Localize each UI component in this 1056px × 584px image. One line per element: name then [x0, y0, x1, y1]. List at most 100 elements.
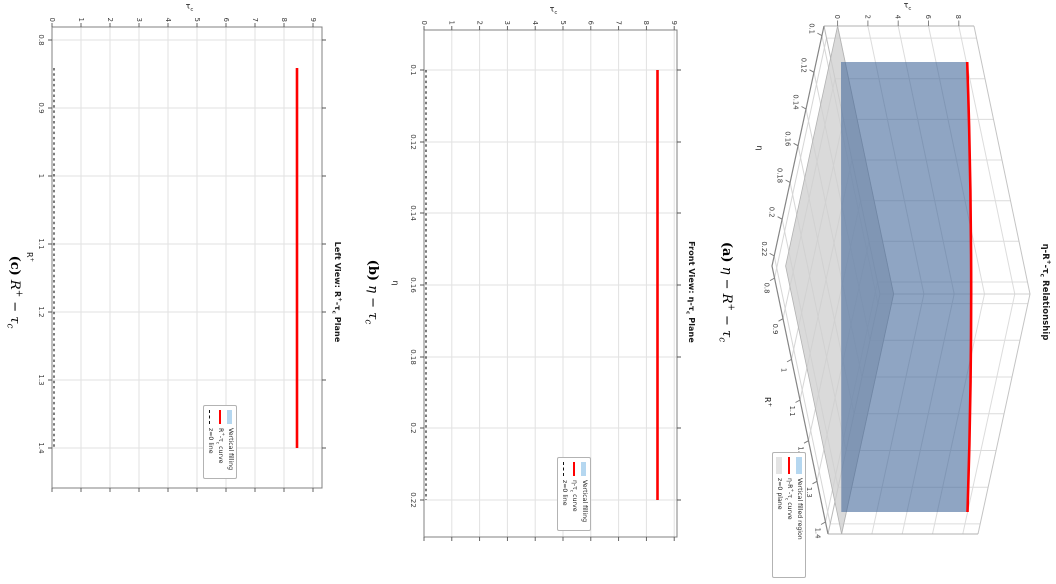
- tau-tick-labels-front: 0 1 2 3 4 5 6 7 8 9: [420, 21, 678, 26]
- legend-item-z0-line: z=0 line: [206, 410, 214, 474]
- tick-label: 1.4: [37, 442, 45, 454]
- legend-item-z0-plane: z=0 plane: [775, 457, 783, 573]
- rplus-axis-label-3d: R+: [763, 396, 773, 408]
- tau-axis-label-front: τc: [549, 4, 558, 17]
- plot-front-view: 0.1 0.12 0.14 0.16 0.18 0.2 0.22 0 1 2 3 4 5 6 7 8 9: [409, 21, 681, 541]
- tick-label: 1.3: [805, 487, 813, 498]
- eta-tick-labels-3d: 0.1 0.12 0.14 0.16 0.18 0.2 0.22: [760, 23, 816, 256]
- tau-tick-labels-3d: 0 2 4 6 8: [833, 15, 962, 19]
- rplus-tick-labels-left: 0.8 0.9 1 1.1 1.2 1.3 1.4: [37, 34, 45, 454]
- tick-label: 1.1: [37, 238, 45, 249]
- tau-axis-label-left: τc: [185, 1, 194, 14]
- tick-label: 6: [924, 15, 932, 19]
- tick-label: 5: [559, 21, 567, 25]
- caption-b: (b) η − τc: [362, 259, 380, 325]
- tick-label: 0.2: [768, 207, 776, 218]
- tick-label: 2: [106, 18, 114, 22]
- tick-label: 0.18: [776, 168, 784, 183]
- grid-left: [52, 27, 322, 488]
- vertical-filled-region: [841, 62, 972, 512]
- tick-label: 1: [37, 174, 45, 178]
- tick-label: 0.8: [763, 283, 771, 294]
- red-line-swatch: [218, 410, 221, 424]
- tick-label: 0.9: [37, 102, 45, 113]
- gray-patch-swatch: [775, 457, 782, 474]
- tick-label: 9: [309, 18, 317, 22]
- caption-c: (c) R+ − τc: [4, 255, 24, 329]
- blue-patch-swatch: [581, 462, 587, 476]
- ticks-front: [420, 26, 681, 541]
- ticks-left: [48, 23, 326, 492]
- legend-item-filled-region: Vertical filled region: [795, 457, 803, 573]
- tick-label: 9: [670, 21, 678, 25]
- legend-3d: Vertical filled region η-R+-τc curve z=0…: [772, 452, 806, 578]
- tick-label: 2: [475, 21, 483, 25]
- legend-left: Vertical filling R+-τc curve z=0 line: [203, 405, 237, 479]
- legend-item-filling: Vertical filling: [226, 410, 234, 474]
- red-line-swatch: [572, 462, 575, 476]
- tick-label: 1.1: [788, 406, 796, 417]
- tick-label: 1: [77, 18, 85, 22]
- tick-label: 0.1: [808, 23, 816, 34]
- tick-label: 4: [531, 21, 539, 26]
- dashed-line-swatch: [563, 462, 565, 476]
- tick-label: 1.4: [814, 528, 822, 539]
- spines-3d: [771, 25, 829, 535]
- tick-label: 0: [48, 18, 56, 22]
- tick-label: 0.12: [409, 134, 417, 150]
- legend-item-curve: R+-τc curve: [216, 410, 226, 474]
- tick-label: 8: [954, 15, 962, 19]
- eta-tick-labels-front: 0.1 0.12 0.14 0.16 0.18 0.2 0.22: [409, 64, 417, 507]
- tick-label: 6: [222, 18, 230, 23]
- rplus-tick-labels-3d: 0.8 0.9 1 1.1 1.2 1.3 1.4: [763, 283, 822, 539]
- tick-label: 0.2: [409, 422, 417, 433]
- tick-label: 0.8: [37, 34, 45, 45]
- tick-label: 1: [780, 368, 788, 372]
- legend-front: Vertical filling η-τc curve z=0 line: [557, 457, 591, 531]
- tick-label: 0.18: [409, 349, 417, 365]
- tick-label: 7: [614, 21, 622, 25]
- blue-patch-swatch: [227, 410, 233, 424]
- tick-label: 0.9: [771, 324, 779, 335]
- blue-patch-swatch: [795, 457, 802, 474]
- tick-label: 3: [503, 21, 511, 25]
- tick-label: 1: [448, 21, 456, 25]
- tick-label: 4: [894, 15, 902, 19]
- tau-axis-label-3d: τc: [903, 0, 912, 13]
- tick-label: 0.12: [800, 58, 808, 73]
- curve-3d: [965, 61, 973, 513]
- tick-label: 7: [251, 18, 259, 22]
- legend-item-curve: η-R+-τc curve: [785, 457, 795, 573]
- axes-box-front: [423, 29, 678, 538]
- tick-label: 1.2: [37, 306, 45, 317]
- tick-label: 5: [193, 18, 201, 22]
- tick-label: 3: [135, 18, 143, 22]
- tick-label: 0.22: [409, 492, 417, 508]
- tick-label: 0.16: [409, 277, 417, 293]
- red-line-swatch: [787, 457, 790, 474]
- plot-left-view: 0.8 0.9 1 1.1 1.2 1.3 1.4 0 1 2 3 4 5 6 7 8 9: [37, 18, 326, 492]
- tick-label: 0.16: [784, 131, 792, 146]
- axes-box-left: [51, 26, 323, 489]
- tick-label: 2: [863, 15, 871, 19]
- eta-axis-label-front: η: [391, 280, 400, 286]
- tick-label: 6: [587, 21, 595, 26]
- legend-item-filling: Vertical filling: [580, 462, 588, 526]
- tick-label: 0.14: [409, 205, 417, 221]
- tick-label: 0.14: [792, 94, 800, 109]
- rplus-axis-label-left: R+: [25, 251, 35, 263]
- plot-3d: 0.1 0.12 0.14 0.16 0.18 0.2 0.22 0.8 0.9 1 1.1 1.2…: [760, 15, 1031, 539]
- dashed-line-swatch: [209, 410, 211, 424]
- tick-label: 1.2: [797, 446, 805, 457]
- tick-label: 4: [164, 18, 172, 23]
- tick-label: 0.22: [760, 241, 768, 256]
- tick-label: 0: [420, 21, 428, 25]
- tick-label: 1.3: [37, 374, 45, 385]
- tick-label: 8: [642, 21, 650, 25]
- tick-label: 0: [833, 15, 841, 19]
- grid-front: [424, 30, 677, 537]
- ticks-3d: [769, 20, 960, 525]
- caption-a: (a) η − R+ − τc: [716, 241, 736, 343]
